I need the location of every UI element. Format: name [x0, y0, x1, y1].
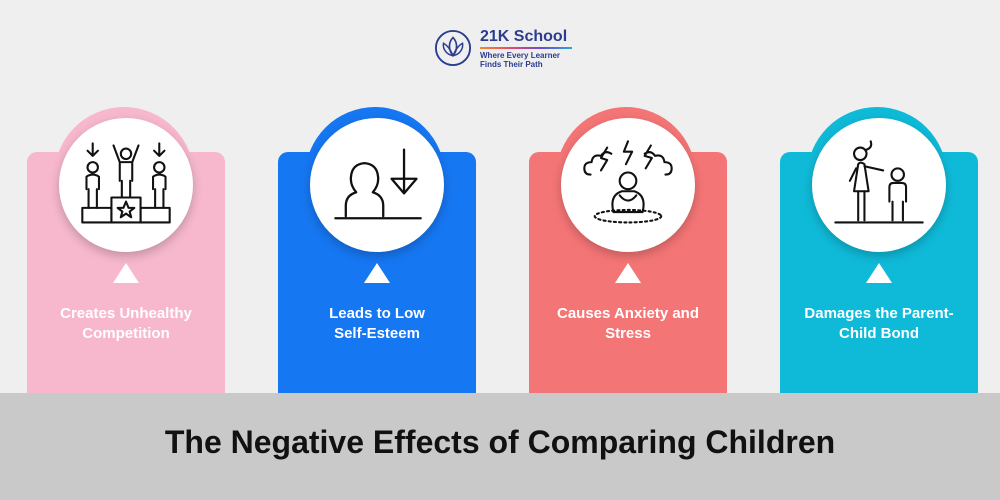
- brand-name: 21K School: [480, 27, 568, 45]
- brand-tagline-1: Where Every Learner: [480, 50, 561, 60]
- page-title: The Negative Effects of Comparing Childr…: [164, 424, 836, 460]
- brand-tagline-2: Finds Their Path: [480, 59, 543, 69]
- brand-logo: 21K School Where Every Learner Finds The…: [434, 27, 572, 69]
- card-1-label: Creates Unhealthy Competition: [60, 305, 192, 342]
- card-2-label: Leads to Low Self-Esteem: [329, 305, 425, 342]
- parent-child-icon: [834, 140, 924, 224]
- low-self-esteem-icon: [334, 148, 422, 220]
- card-3-up-triangle-icon: [615, 263, 641, 283]
- anxiety-stress-icon: [583, 140, 673, 224]
- card-3-icon-circle: [561, 118, 695, 252]
- card-4-icon-circle: [812, 118, 946, 252]
- card-4-up-triangle-icon: [866, 263, 892, 283]
- card-1-up-triangle-icon: [113, 263, 139, 283]
- card-1-icon-circle: [59, 118, 193, 252]
- card-2-icon-circle: [310, 118, 444, 252]
- headline-bar: [0, 393, 1000, 500]
- card-4-label: Damages the Parent- Child Bond: [804, 305, 954, 342]
- podium-competition-icon: [81, 142, 171, 224]
- brand-divider: [480, 46, 572, 49]
- card-2-up-triangle-icon: [364, 263, 390, 283]
- card-3-label: Causes Anxiety and Stress: [557, 305, 699, 342]
- lotus-logo-icon: [434, 29, 472, 67]
